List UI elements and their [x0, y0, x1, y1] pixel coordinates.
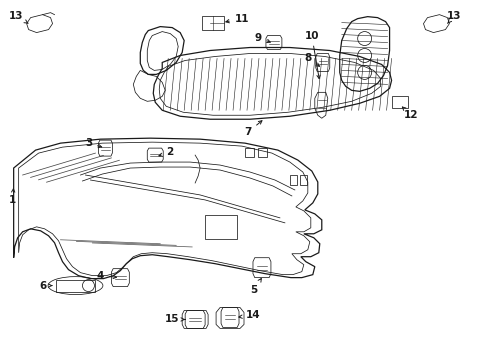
Text: 9: 9: [254, 32, 270, 42]
Text: 11: 11: [225, 14, 249, 24]
Text: 1: 1: [9, 189, 16, 205]
Text: 14: 14: [238, 310, 260, 320]
Text: 3: 3: [84, 138, 102, 148]
Text: 10: 10: [304, 31, 320, 78]
Text: 7: 7: [244, 121, 262, 137]
Text: 2: 2: [159, 147, 173, 157]
Text: 4: 4: [97, 271, 116, 281]
Text: 15: 15: [164, 314, 184, 324]
Text: 6: 6: [39, 280, 52, 291]
Text: 13: 13: [8, 11, 28, 23]
Text: 13: 13: [446, 11, 461, 23]
Text: 5: 5: [250, 279, 261, 294]
Text: 8: 8: [304, 54, 319, 66]
Text: 12: 12: [402, 107, 418, 120]
